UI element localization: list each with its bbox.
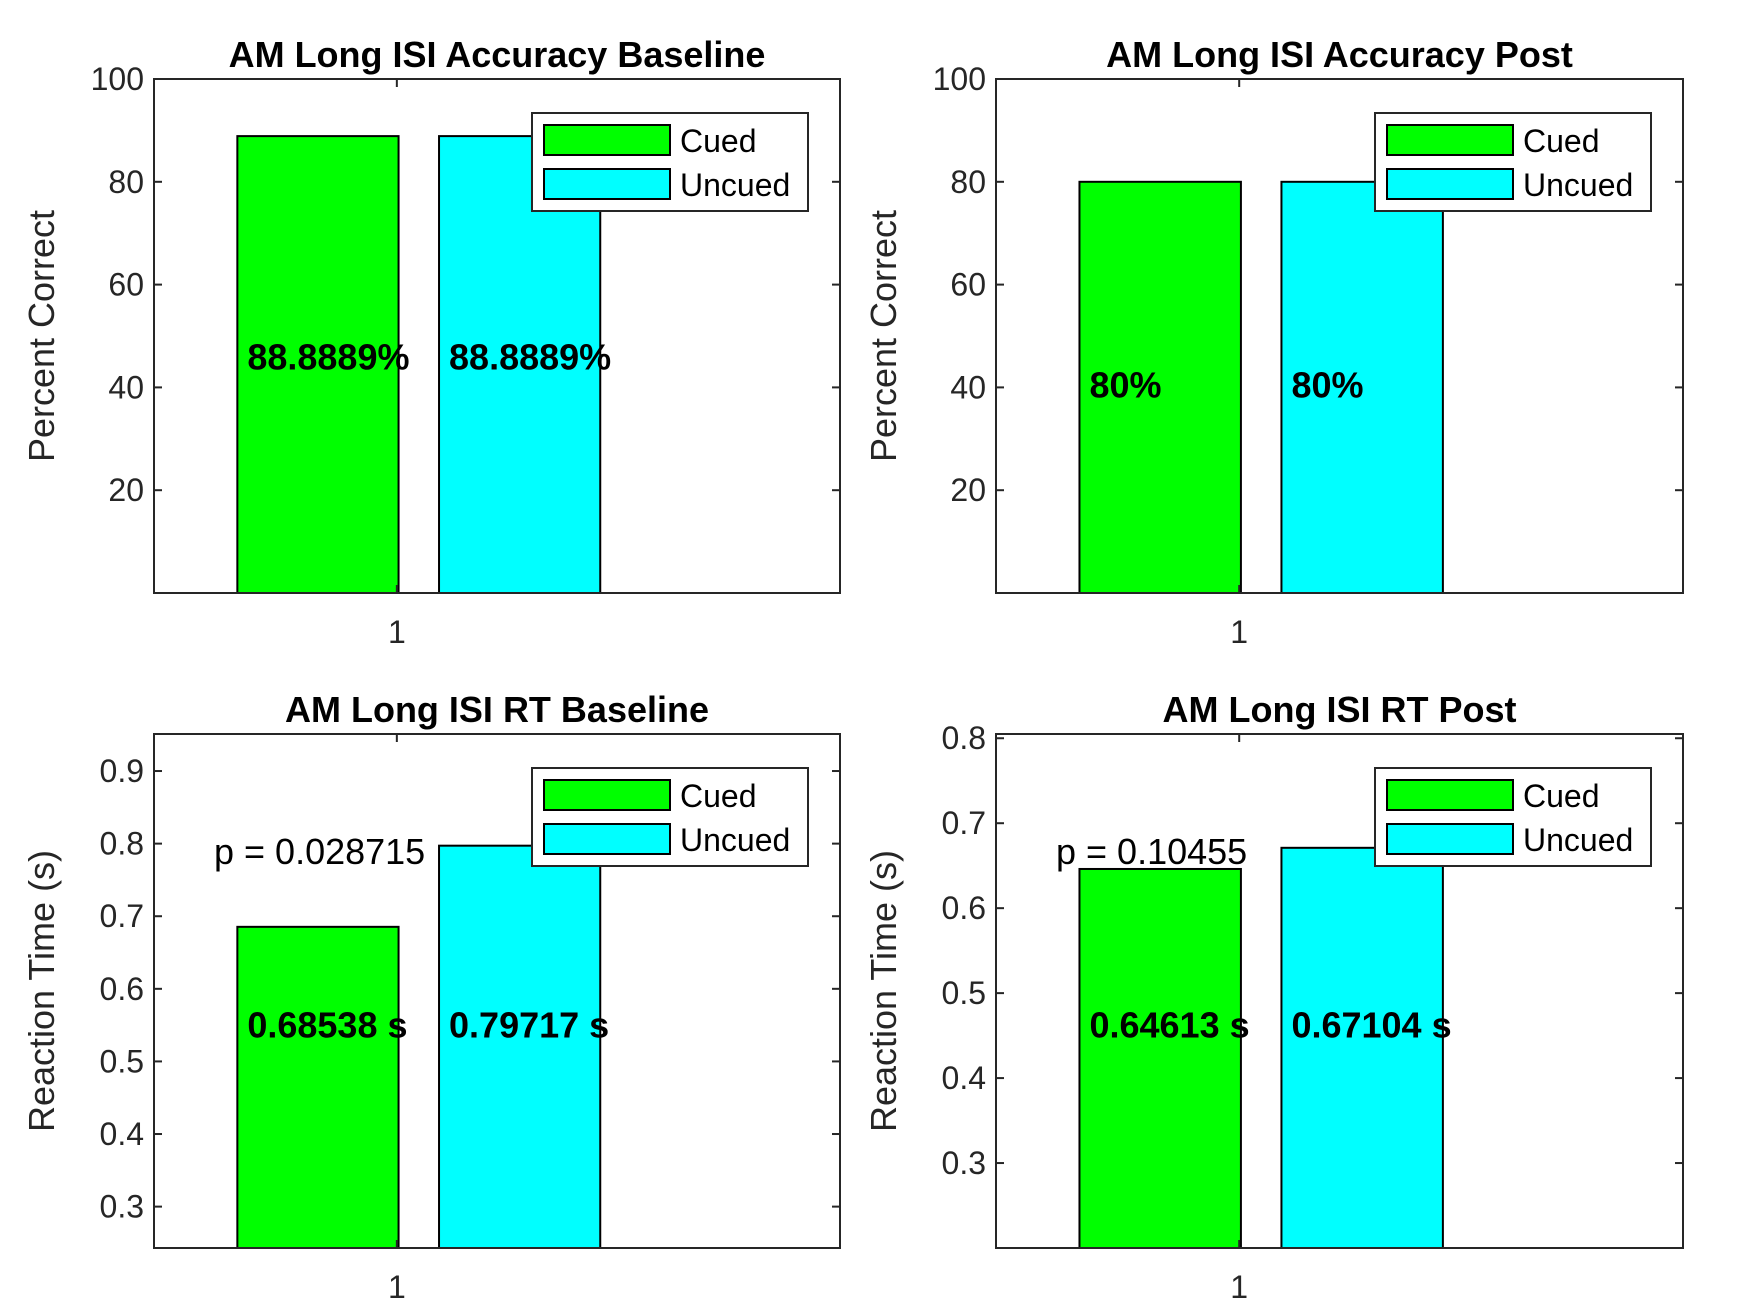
x-tick-label: 1: [1230, 614, 1248, 650]
bar-cued: [236, 925, 400, 1249]
bar-value-label: 0.79717 s: [449, 1004, 609, 1045]
legend-swatch-cued: [1386, 124, 1514, 156]
y-tick-label: 40: [108, 369, 144, 405]
chart-panel-1: 20 40 60 80 100 1 AM Long ISI Accuracy Baselin…: [21, 34, 841, 650]
x-tick-label: 1: [388, 614, 406, 650]
y-tick-label: 0.8: [942, 720, 986, 756]
y-tick-label: 60: [950, 267, 986, 303]
axes-box: [995, 733, 1684, 1249]
x-tick-label: 1: [388, 1269, 406, 1305]
legend-label: Cued: [680, 778, 757, 814]
bar-cued: [1078, 180, 1242, 595]
bar-value-label: 88.8889%: [449, 336, 611, 377]
chart-panel-2: 20 40 60 80 100 1 AM Long ISI Accuracy Post Per…: [863, 34, 1684, 650]
bar-uncued: [1280, 180, 1444, 595]
y-tick-label: 80: [108, 164, 144, 200]
bar-cued: [236, 135, 400, 594]
bar-value-label: 0.64613 s: [1089, 1004, 1249, 1045]
y-tick-label: 100: [933, 61, 986, 97]
legend-swatch-cued: [1386, 779, 1514, 811]
bar-value-label: 80%: [1291, 365, 1363, 406]
legend-label: Cued: [1523, 123, 1600, 159]
y-tick-label: 20: [950, 472, 986, 508]
y-tick-label: 0.7: [942, 805, 986, 841]
legend-swatch-uncued: [543, 823, 671, 855]
p-value-annotation: p = 0.028715: [214, 831, 425, 872]
axes-box: [153, 78, 841, 594]
chart-title: AM Long ISI RT Baseline: [285, 689, 709, 730]
y-tick-label: 60: [108, 267, 144, 303]
y-tick-label: 0.5: [942, 975, 986, 1011]
chart-title: AM Long ISI Accuracy Post: [1106, 34, 1573, 75]
y-tick-label: 20: [108, 472, 144, 508]
y-tick-label: 0.9: [100, 753, 144, 789]
bar-value-label: 88.8889%: [247, 336, 409, 377]
legend-swatch-cued: [543, 779, 671, 811]
y-tick-label: 0.6: [942, 890, 986, 926]
bar-value-label: 80%: [1089, 365, 1161, 406]
y-axis-label: Percent Correct: [21, 210, 62, 462]
legend-swatch-cued: [543, 124, 671, 156]
y-tick-label: 80: [950, 164, 986, 200]
chart-title: AM Long ISI RT Post: [1163, 689, 1517, 730]
y-tick-label: 0.5: [100, 1043, 144, 1079]
y-tick-label: 0.4: [100, 1116, 144, 1152]
y-tick-label: 100: [91, 61, 144, 97]
axes-box: [995, 78, 1684, 594]
y-tick-label: 0.3: [942, 1145, 986, 1181]
legend-label: Uncued: [1523, 167, 1633, 203]
bar-uncued: [438, 135, 602, 594]
y-axis-label: Percent Correct: [863, 210, 904, 462]
y-tick-label: 0.7: [100, 898, 144, 934]
x-tick-label: 1: [1230, 1269, 1248, 1305]
y-tick-label: 0.6: [100, 971, 144, 1007]
legend-label: Cued: [680, 123, 757, 159]
chart-panel-3: 0.3 0.4 0.5 0.6 0.7 0.8 0.9 1 AM Long ISI RT Bas…: [21, 689, 841, 1305]
bar-uncued: [438, 844, 602, 1249]
bar-uncued: [1280, 846, 1444, 1250]
legend-label: Uncued: [680, 167, 790, 203]
y-tick-label: 0.8: [100, 826, 144, 862]
bar-cued: [1078, 867, 1242, 1250]
legend-label: Cued: [1523, 778, 1600, 814]
bar-value-label: 0.68538 s: [247, 1004, 407, 1045]
legend-label: Uncued: [1523, 822, 1633, 858]
y-tick-label: 40: [950, 369, 986, 405]
legend-swatch-uncued: [1386, 823, 1514, 855]
chart-panel-4: 0.3 0.4 0.5 0.6 0.7 0.8 1 AM Long ISI RT Post Re…: [863, 689, 1684, 1305]
chart-title: AM Long ISI Accuracy Baseline: [229, 34, 766, 75]
y-tick-label: 0.4: [942, 1060, 986, 1096]
legend-label: Uncued: [680, 822, 790, 858]
legend-swatch-uncued: [543, 168, 671, 200]
y-axis-label: Reaction Time (s): [21, 850, 62, 1132]
axes-box: [153, 733, 841, 1249]
y-axis-label: Reaction Time (s): [863, 850, 904, 1132]
p-value-annotation: p = 0.10455: [1056, 831, 1247, 872]
y-tick-label: 0.3: [100, 1189, 144, 1225]
legend-swatch-uncued: [1386, 168, 1514, 200]
bar-value-label: 0.67104 s: [1291, 1004, 1451, 1045]
